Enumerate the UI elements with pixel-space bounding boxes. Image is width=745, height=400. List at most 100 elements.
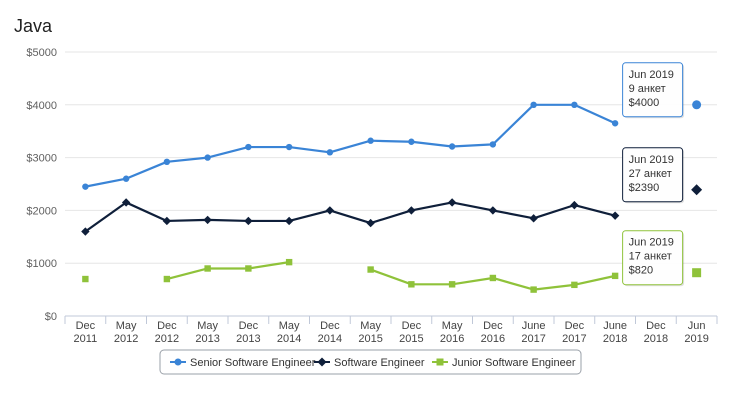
tooltip-line: Jun 2019 (629, 154, 674, 166)
legend-box (159, 349, 582, 375)
data-point (121, 198, 131, 207)
data-point (408, 138, 415, 145)
legend-marker (436, 358, 444, 366)
x-tick-label: 2012 (114, 333, 138, 345)
data-point (691, 184, 703, 196)
x-tick-label: 2016 (440, 333, 464, 345)
series-line (84, 201, 616, 233)
tooltip-box (622, 62, 684, 118)
data-point (122, 175, 130, 182)
x-tick-label: Dec (157, 320, 177, 332)
data-point (611, 120, 619, 127)
data-point (203, 215, 212, 225)
data-point (163, 275, 171, 283)
x-tick-label: May (279, 320, 300, 332)
x-tick-label: 2015 (358, 333, 382, 345)
data-point (610, 211, 620, 220)
legend-label: Senior Software Engineer (190, 357, 316, 369)
y-axis: $0 $1000 $2000 $3000 $4000 $5000 (26, 47, 57, 323)
tooltip: Jun 2019 9 анкет $4000 (622, 62, 685, 119)
data-point (326, 149, 334, 156)
data-point (82, 275, 89, 283)
data-point (530, 286, 537, 293)
x-tick-label: 2014 (318, 333, 342, 345)
data-point (244, 216, 253, 226)
x-tick-label: Dec (483, 320, 503, 332)
data-point (407, 206, 416, 215)
x-tick-label: May (116, 320, 137, 332)
data-point (489, 141, 497, 148)
tooltip-line: 17 анкет (629, 251, 672, 263)
data-point (692, 100, 702, 110)
series-0 (82, 100, 702, 190)
data-point (81, 227, 90, 236)
tooltip-box (622, 230, 684, 286)
x-tick-label: May (360, 320, 381, 332)
x-tick-label: 2014 (277, 333, 301, 345)
data-point (366, 218, 375, 228)
legend-item-1[interactable]: Software Engineer (314, 357, 425, 369)
x-tick-label: 2011 (74, 333, 98, 345)
x-tick-label: 2019 (684, 333, 708, 345)
data-point (447, 198, 457, 207)
legend-label: Junior Software Engineer (452, 357, 576, 369)
data-point (285, 258, 293, 266)
series-line (85, 103, 616, 188)
data-point (204, 154, 211, 161)
gridlines (65, 51, 717, 264)
y-tick-label: $2000 (26, 205, 57, 217)
legend-item-0[interactable]: Senior Software Engineer (170, 357, 316, 369)
legend-marker (317, 357, 327, 367)
tooltip: Jun 2019 27 анкет $2390 (622, 147, 685, 204)
data-point (692, 268, 702, 278)
x-tick-label: June (522, 320, 546, 332)
x-tick-label: May (442, 320, 463, 332)
x-tick-label: 2013 (236, 333, 260, 345)
y-tick-label: $5000 (26, 47, 57, 59)
tooltip-line: $820 (629, 265, 653, 277)
data-point (611, 272, 619, 280)
tooltip-line: 9 анкет (629, 83, 666, 95)
tooltip-line: 27 анкет (629, 168, 672, 180)
data-point (530, 101, 537, 109)
legend-marker (174, 358, 182, 366)
data-point (162, 216, 172, 226)
data-point (204, 265, 211, 272)
x-tick-label: 2018 (644, 333, 668, 345)
tooltip-line: $4000 (629, 97, 660, 109)
series-2 (82, 258, 702, 293)
x-tick-label: Dec (239, 320, 259, 332)
data-point (82, 183, 89, 190)
data-point (163, 158, 171, 166)
x-tick-label: 2015 (399, 333, 423, 345)
data-point (245, 143, 252, 151)
x-tick-label: 2013 (195, 333, 219, 345)
data-point (408, 281, 415, 288)
data-point (448, 281, 456, 288)
data-point (285, 143, 293, 151)
legend-item-2[interactable]: Junior Software Engineer (432, 357, 576, 369)
tooltip-box (622, 147, 684, 203)
y-tick-label: $0 (45, 311, 57, 323)
data-point (489, 274, 497, 282)
series-1 (81, 184, 703, 236)
x-tick-label: 2017 (521, 333, 545, 345)
tooltip-line: Jun 2019 (629, 69, 674, 81)
tooltip: Jun 2019 17 анкет $820 (622, 230, 685, 287)
data-point (570, 200, 579, 210)
y-tick-label: $4000 (26, 100, 57, 112)
x-tick-label: Dec (646, 320, 666, 332)
series-line (166, 261, 290, 281)
data-point (245, 265, 252, 272)
legend-label: Software Engineer (334, 357, 425, 369)
series-layer (81, 100, 703, 293)
y-tick-label: $1000 (26, 258, 57, 270)
x-tick-label: Dec (402, 320, 422, 332)
x-tick-label: Dec (565, 320, 585, 332)
x-tick-label: Dec (76, 320, 96, 332)
x-tick-label: 2018 (603, 333, 627, 345)
x-tick-label: 2012 (155, 333, 179, 345)
data-point (284, 216, 294, 226)
data-point (488, 206, 498, 215)
